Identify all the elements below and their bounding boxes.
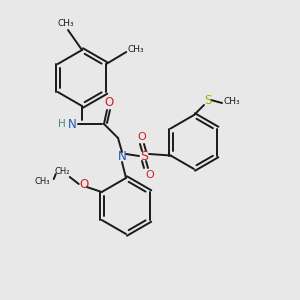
Text: CH₂: CH₂: [54, 167, 70, 176]
Text: H: H: [58, 119, 66, 129]
Text: O: O: [146, 170, 154, 180]
Text: N: N: [118, 149, 126, 163]
Text: CH₃: CH₃: [224, 97, 240, 106]
Text: CH₃: CH₃: [128, 46, 145, 55]
Text: N: N: [68, 118, 76, 130]
Text: S: S: [204, 94, 212, 107]
Text: O: O: [79, 178, 88, 190]
Text: O: O: [138, 132, 146, 142]
Text: S: S: [140, 149, 148, 163]
Text: O: O: [104, 97, 114, 110]
Text: CH₃: CH₃: [34, 178, 50, 187]
Text: CH₃: CH₃: [58, 20, 74, 28]
